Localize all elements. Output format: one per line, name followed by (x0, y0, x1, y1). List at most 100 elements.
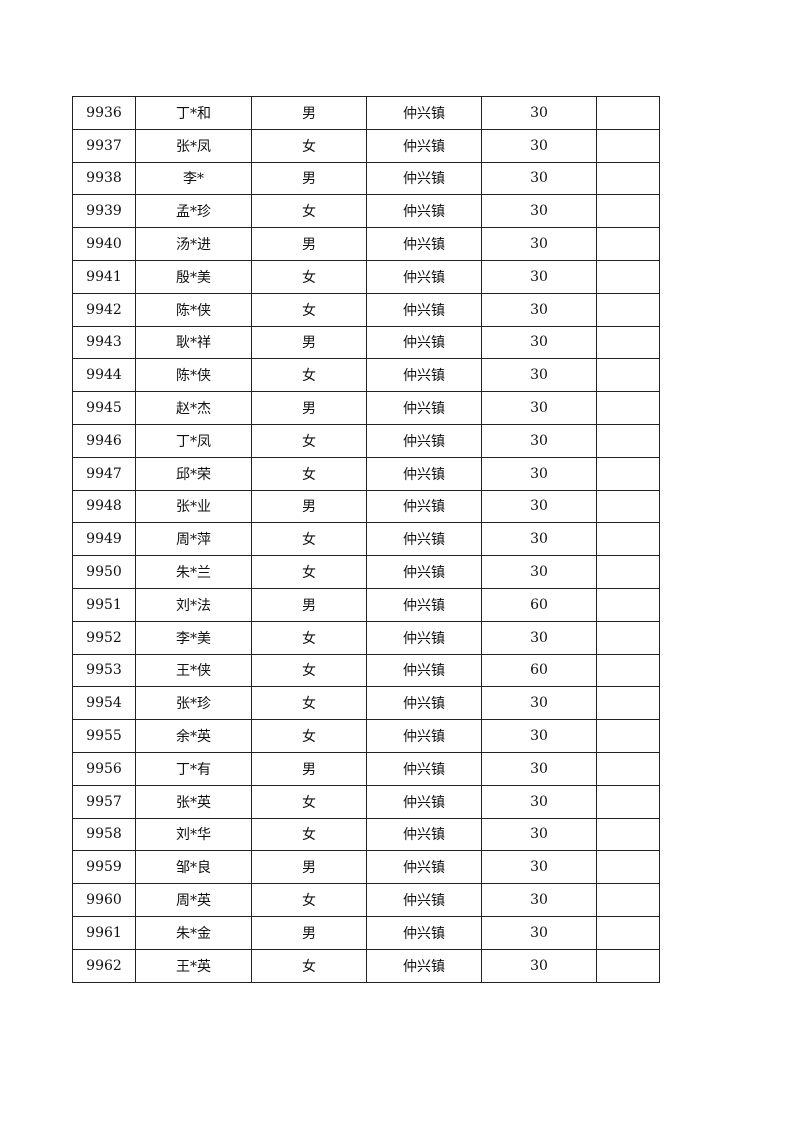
gender-cell: 女 (251, 686, 367, 721)
table-row: 9962 王*英女仲兴镇 30 (72, 948, 660, 983)
gender-cell: 女 (251, 456, 367, 491)
id-cell: 9962 (72, 948, 136, 983)
town-cell: 仲兴镇 (366, 128, 482, 163)
id-cell: 9961 (72, 915, 136, 950)
name-cell: 刘*华 (135, 817, 252, 852)
id-cell: 9952 (72, 620, 136, 655)
town-cell: 仲兴镇 (366, 686, 482, 721)
amount-cell: 30 (481, 325, 597, 360)
gender-cell: 女 (251, 194, 367, 229)
table-row: 9943 耿*祥男仲兴镇 30 (72, 325, 660, 360)
table-row: 9953 王*侠女仲兴镇 60 (72, 653, 660, 688)
name-cell: 陈*侠 (135, 358, 252, 393)
town-cell: 仲兴镇 (366, 423, 482, 458)
table-row: 9944 陈*侠女仲兴镇 30 (72, 358, 660, 393)
town-cell: 仲兴镇 (366, 850, 482, 885)
town-cell: 仲兴镇 (366, 161, 482, 196)
table-row: 9948 张*业男仲兴镇 30 (72, 489, 660, 524)
table-row: 9937 张*凤女仲兴镇 30 (72, 128, 660, 163)
town-cell: 仲兴镇 (366, 555, 482, 589)
name-cell: 邹*良 (135, 850, 252, 885)
id-cell: 9951 (72, 587, 136, 622)
town-cell: 仲兴镇 (366, 325, 482, 360)
table-row: 9942 陈*侠女仲兴镇 30 (72, 292, 660, 327)
name-cell: 刘*法 (135, 587, 252, 622)
name-cell: 孟*珍 (135, 194, 252, 229)
town-cell: 仲兴镇 (366, 817, 482, 852)
id-cell: 9936 (72, 96, 136, 130)
gender-cell: 男 (251, 587, 367, 622)
table-row: 9957 张*英女仲兴镇 30 (72, 784, 660, 819)
table-row: 9959 邹*良男仲兴镇 30 (72, 850, 660, 885)
gender-cell: 女 (251, 948, 367, 983)
note-cell (596, 784, 660, 819)
amount-cell: 30 (481, 456, 597, 491)
town-cell: 仲兴镇 (366, 489, 482, 524)
name-cell: 余*英 (135, 719, 252, 753)
id-cell: 9958 (72, 817, 136, 852)
note-cell (596, 587, 660, 622)
id-cell: 9949 (72, 522, 136, 557)
town-cell: 仲兴镇 (366, 227, 482, 261)
id-cell: 9947 (72, 456, 136, 491)
table-row: 9949 周*萍女仲兴镇 30 (72, 522, 660, 557)
gender-cell: 女 (251, 423, 367, 458)
id-cell: 9956 (72, 751, 136, 786)
note-cell (596, 456, 660, 491)
name-cell: 周*萍 (135, 522, 252, 557)
id-cell: 9938 (72, 161, 136, 196)
name-cell: 丁*凤 (135, 423, 252, 458)
amount-cell: 30 (481, 719, 597, 753)
gender-cell: 女 (251, 358, 367, 393)
amount-cell: 30 (481, 948, 597, 983)
name-cell: 王*侠 (135, 653, 252, 688)
note-cell (596, 358, 660, 393)
town-cell: 仲兴镇 (366, 194, 482, 229)
id-cell: 9944 (72, 358, 136, 393)
table-row: 9961 朱*金男仲兴镇 30 (72, 915, 660, 950)
id-cell: 9939 (72, 194, 136, 229)
town-cell: 仲兴镇 (366, 358, 482, 393)
name-cell: 丁*和 (135, 96, 252, 130)
table-row: 9939 孟*珍女仲兴镇 30 (72, 194, 660, 229)
note-cell (596, 292, 660, 327)
note-cell (596, 850, 660, 885)
amount-cell: 30 (481, 259, 597, 294)
id-cell: 9946 (72, 423, 136, 458)
gender-cell: 女 (251, 817, 367, 852)
name-cell: 朱*兰 (135, 555, 252, 589)
gender-cell: 女 (251, 292, 367, 327)
gender-cell: 男 (251, 915, 367, 950)
gender-cell: 女 (251, 522, 367, 557)
table-row: 9955 余*英女仲兴镇 30 (72, 719, 660, 753)
table-row: 9958 刘*华女仲兴镇 30 (72, 817, 660, 852)
amount-cell: 30 (481, 227, 597, 261)
gender-cell: 女 (251, 784, 367, 819)
table-row: 9940 汤*进男仲兴镇 30 (72, 227, 660, 261)
note-cell (596, 948, 660, 983)
gender-cell: 男 (251, 161, 367, 196)
table-row: 9945 赵*杰男仲兴镇 30 (72, 391, 660, 425)
note-cell (596, 128, 660, 163)
town-cell: 仲兴镇 (366, 391, 482, 425)
name-cell: 李*美 (135, 620, 252, 655)
gender-cell: 女 (251, 653, 367, 688)
id-cell: 9940 (72, 227, 136, 261)
id-cell: 9955 (72, 719, 136, 753)
gender-cell: 女 (251, 883, 367, 917)
table-row: 9954 张*珍女仲兴镇 30 (72, 686, 660, 721)
note-cell (596, 325, 660, 360)
town-cell: 仲兴镇 (366, 883, 482, 917)
town-cell: 仲兴镇 (366, 522, 482, 557)
town-cell: 仲兴镇 (366, 915, 482, 950)
gender-cell: 男 (251, 751, 367, 786)
table-row: 9952 李*美女仲兴镇 30 (72, 620, 660, 655)
amount-cell: 60 (481, 587, 597, 622)
id-cell: 9957 (72, 784, 136, 819)
amount-cell: 30 (481, 555, 597, 589)
note-cell (596, 915, 660, 950)
note-cell (596, 259, 660, 294)
table-row: 9946 丁*凤女仲兴镇 30 (72, 423, 660, 458)
name-cell: 耿*祥 (135, 325, 252, 360)
name-cell: 赵*杰 (135, 391, 252, 425)
